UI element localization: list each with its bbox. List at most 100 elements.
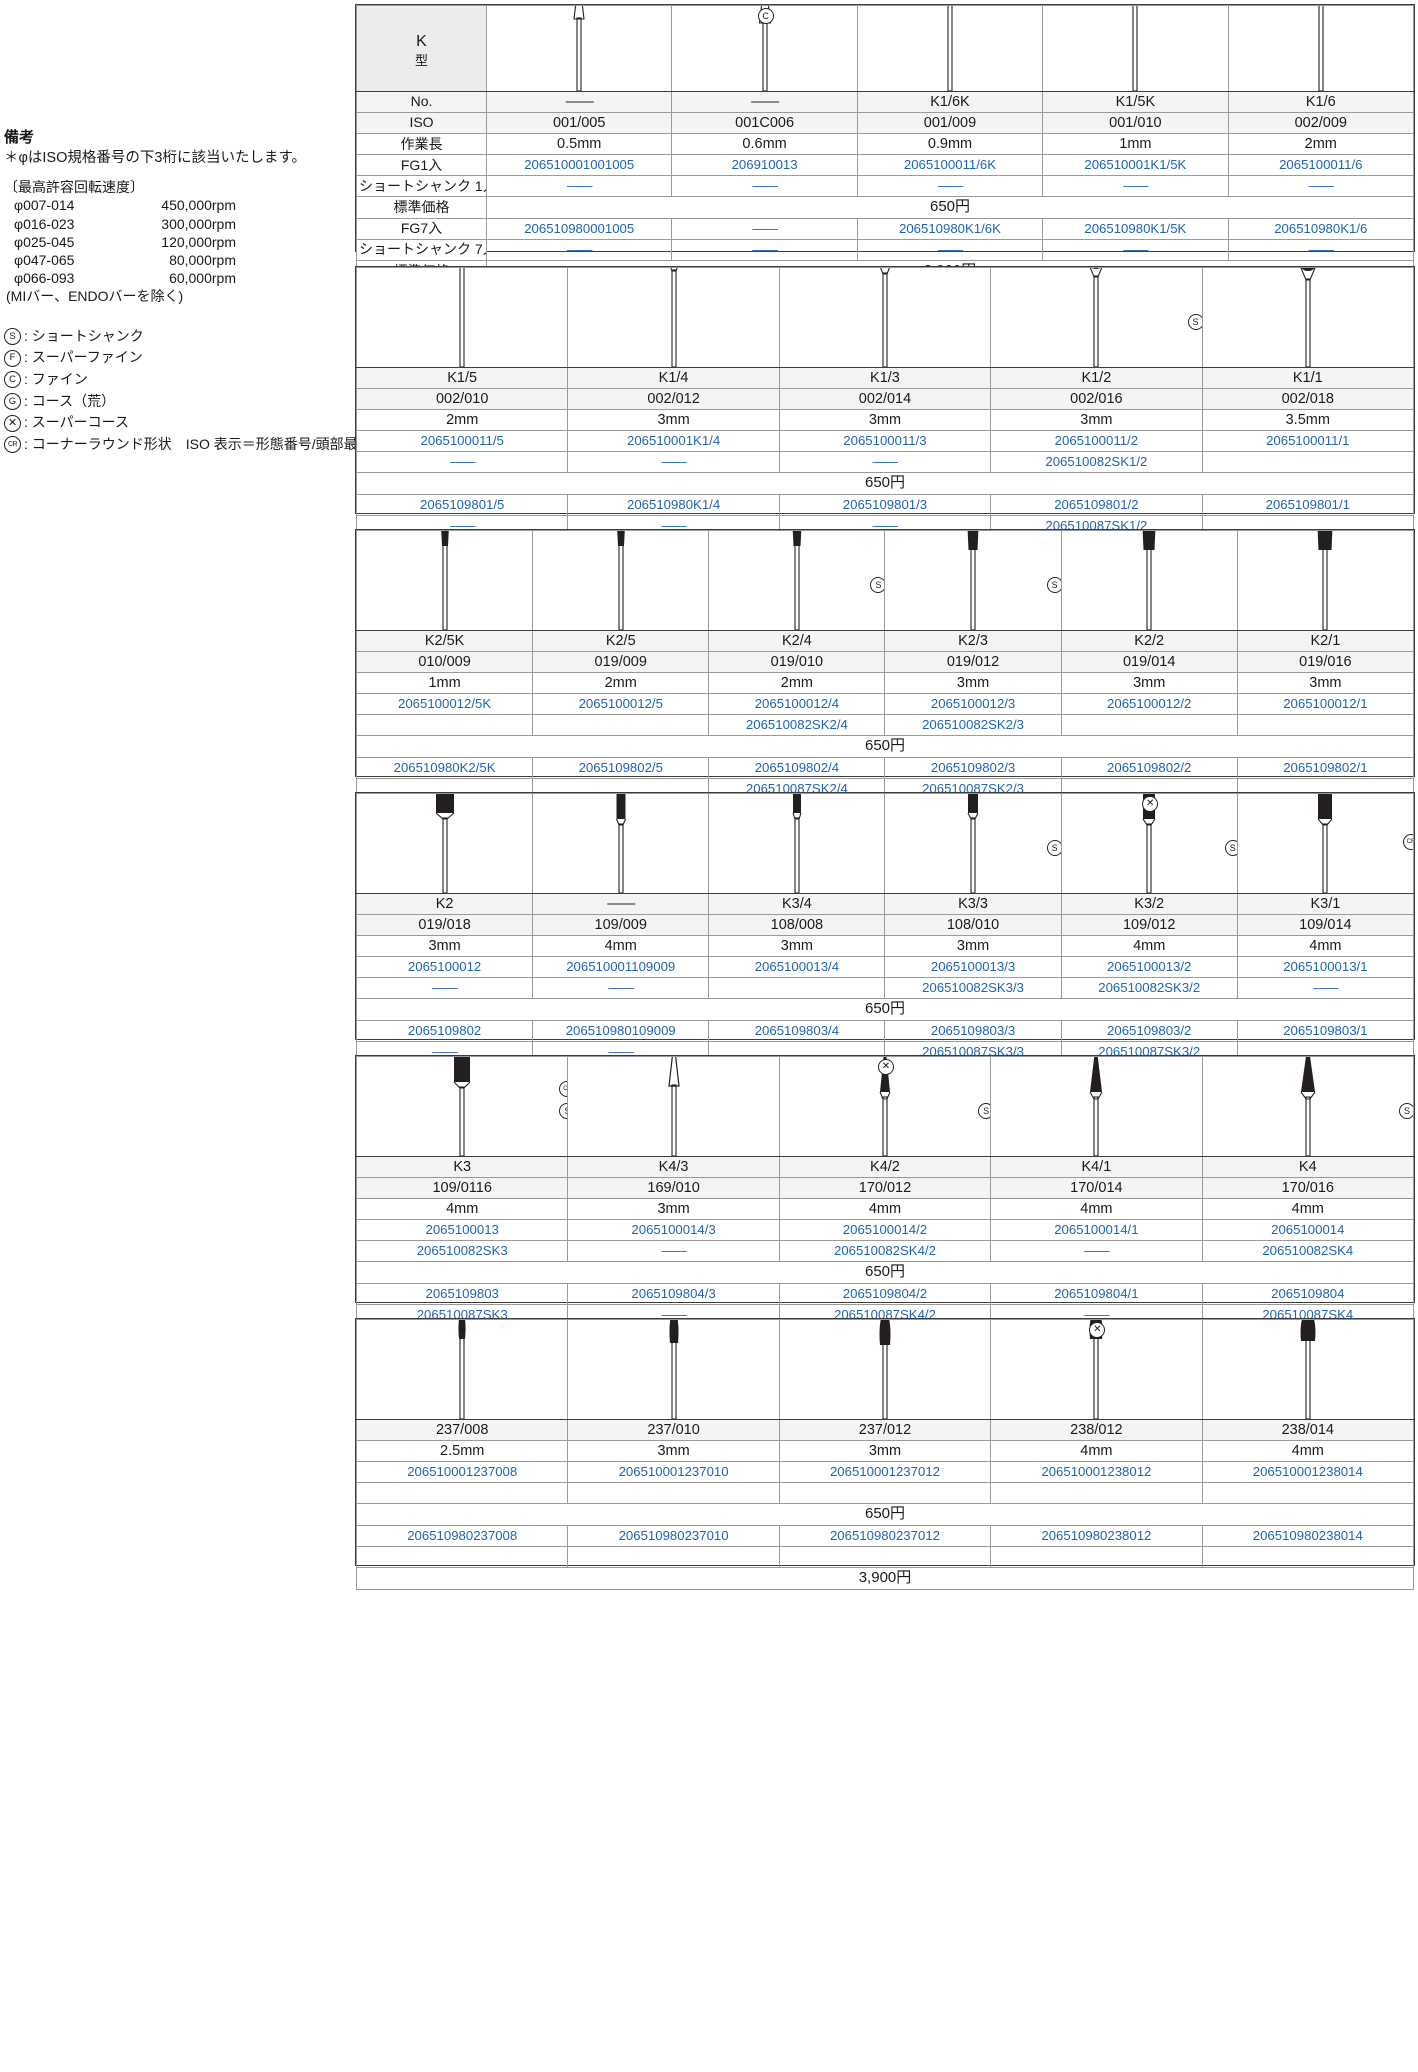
cell-fg1-code[interactable]: 206510001109009 <box>532 956 710 979</box>
cell-fg1-code[interactable]: 2065100012/5K <box>355 693 534 716</box>
cell-fg7-code[interactable]: 2065109803 <box>355 1283 569 1306</box>
cell-fg7-code[interactable]: 2065109803/2 <box>1060 1020 1238 1043</box>
cell-short1-code[interactable]: 206510082SK4 <box>1201 1240 1415 1263</box>
cell-short1-code[interactable] <box>778 1482 992 1505</box>
cell-short7-code[interactable] <box>567 1546 780 1568</box>
cell-fg1-code[interactable]: 2065100014/2 <box>778 1219 992 1242</box>
cell-fg1-code[interactable]: 206510001237010 <box>567 1461 780 1484</box>
cell-short1-code[interactable]: —— <box>778 451 992 474</box>
cell-fg1-code[interactable]: 2065100011/1 <box>1201 430 1415 453</box>
cell-short1-code[interactable]: 206510082SK2/4 <box>708 714 886 737</box>
cell-fg1-code[interactable]: 206510001238014 <box>1201 1461 1415 1484</box>
cell-fg1-code[interactable]: 2065100012/1 <box>1236 693 1415 716</box>
cell-fg7-code[interactable]: 2065109801/2 <box>990 494 1203 517</box>
cell-fg7-code[interactable]: 2065109802/5 <box>532 757 710 780</box>
cell-fg1-code[interactable]: 2065100013/3 <box>884 956 1062 979</box>
cell-short7-code[interactable] <box>778 1546 992 1568</box>
cell-short7-code[interactable]: —— <box>485 239 673 262</box>
cell-fg7-code[interactable]: 2065109801/3 <box>778 494 992 517</box>
cell-short1-code[interactable]: —— <box>532 977 710 1000</box>
cell-fg7-code[interactable]: 206510980K1/5K <box>1042 218 1229 241</box>
cell-fg7-code[interactable]: 206510980238012 <box>990 1525 1203 1547</box>
cell-fg1-code[interactable]: 2065100012/4 <box>708 693 886 716</box>
cell-fg1-code[interactable]: 2065100013 <box>355 1219 569 1242</box>
cell-fg7-code[interactable]: 2065109803/1 <box>1236 1020 1415 1043</box>
cell-short1-code[interactable]: 206510082SK1/2 <box>990 451 1203 474</box>
cell-fg7-code[interactable]: 206510980238014 <box>1201 1525 1415 1547</box>
cell-short1-code[interactable]: —— <box>856 175 1044 198</box>
cell-short1-code[interactable]: 206510082SK3/3 <box>884 977 1062 1000</box>
cell-short1-code[interactable]: —— <box>355 977 534 1000</box>
cell-fg7-code[interactable]: 2065109801/1 <box>1201 494 1415 517</box>
cell-fg1-code[interactable]: 2065100014/1 <box>990 1219 1203 1242</box>
cell-fg1-code[interactable]: 206510001K1/4 <box>567 430 780 453</box>
cell-short1-code[interactable] <box>1201 451 1415 474</box>
cell-fg1-code[interactable]: 206510001237008 <box>355 1461 569 1484</box>
cell-fg7-code[interactable]: 206510980109009 <box>532 1020 710 1043</box>
cell-fg1-code[interactable]: 2065100014 <box>1201 1219 1415 1242</box>
cell-short1-code[interactable]: —— <box>990 1240 1203 1263</box>
cell-fg7-code[interactable]: 2065109804/2 <box>778 1283 992 1306</box>
cell-fg1-code[interactable]: 206510001001005 <box>485 154 673 177</box>
cell-fg7-code[interactable]: 2065109802/2 <box>1060 757 1238 780</box>
cell-short1-code[interactable] <box>1060 714 1238 737</box>
cell-short1-code[interactable]: —— <box>485 175 673 198</box>
cell-short1-code[interactable]: 206510082SK3/2 <box>1060 977 1238 1000</box>
cell-fg1-code[interactable]: 2065100011/3 <box>778 430 992 453</box>
cell-fg7-code[interactable]: 2065109802/4 <box>708 757 886 780</box>
cell-fg1-code[interactable]: 2065100011/5 <box>355 430 569 453</box>
cell-fg7-code[interactable]: 206510980001005 <box>485 218 673 241</box>
cell-fg1-code[interactable]: 2065100014/3 <box>567 1219 780 1242</box>
cell-short1-code[interactable]: 206510082SK2/3 <box>884 714 1062 737</box>
cell-fg1-code[interactable]: 2065100012/5 <box>532 693 710 716</box>
cell-short1-code[interactable] <box>567 1482 780 1505</box>
cell-fg1-code[interactable]: 2065100011/2 <box>990 430 1203 453</box>
cell-fg7-code[interactable]: 206510980K1/6 <box>1227 218 1415 241</box>
cell-short1-code[interactable]: 206510082SK3 <box>355 1240 569 1263</box>
cell-fg1-code[interactable]: 2065100012 <box>355 956 534 979</box>
cell-fg7-code[interactable]: 206510980K1/6K <box>856 218 1044 241</box>
cell-fg7-code[interactable]: 2065109804/3 <box>567 1283 780 1306</box>
cell-fg1-code[interactable]: 206510001238012 <box>990 1461 1203 1484</box>
cell-fg7-code[interactable]: 2065109802/3 <box>884 757 1062 780</box>
cell-short1-code[interactable] <box>355 714 534 737</box>
cell-fg7-code[interactable]: 2065109802/1 <box>1236 757 1415 780</box>
cell-short1-code[interactable] <box>355 1482 569 1505</box>
cell-short7-code[interactable]: —— <box>856 239 1044 262</box>
cell-short1-code[interactable] <box>1201 1482 1415 1505</box>
cell-short1-code[interactable] <box>532 714 710 737</box>
cell-fg1-code[interactable]: 206910013 <box>671 154 858 177</box>
cell-fg7-code[interactable]: 206510980K2/5K <box>355 757 534 780</box>
cell-short1-code[interactable]: —— <box>567 1240 780 1263</box>
cell-short1-code[interactable] <box>990 1482 1203 1505</box>
cell-fg1-code[interactable]: 2065100013/1 <box>1236 956 1415 979</box>
cell-fg7-code[interactable]: 2065109803/4 <box>708 1020 886 1043</box>
cell-short1-code[interactable]: —— <box>567 451 780 474</box>
cell-fg7-code[interactable]: 206510980237012 <box>778 1525 992 1547</box>
cell-fg1-code[interactable]: 2065100013/4 <box>708 956 886 979</box>
cell-short1-code[interactable] <box>1236 714 1415 737</box>
cell-fg7-code[interactable]: 206510980K1/4 <box>567 494 780 517</box>
cell-short1-code[interactable]: —— <box>1236 977 1415 1000</box>
cell-fg7-code[interactable]: 206510980237010 <box>567 1525 780 1547</box>
cell-fg1-code[interactable]: 206510001K1/5K <box>1042 154 1229 177</box>
cell-fg1-code[interactable]: 2065100011/6K <box>856 154 1044 177</box>
cell-short7-code[interactable]: —— <box>1227 239 1415 262</box>
cell-fg7-code[interactable]: 2065109801/5 <box>355 494 569 517</box>
cell-fg1-code[interactable]: 2065100011/6 <box>1227 154 1415 177</box>
cell-fg1-code[interactable]: 2065100012/2 <box>1060 693 1238 716</box>
cell-fg7-code[interactable]: 2065109802 <box>355 1020 534 1043</box>
cell-fg7-code[interactable]: 2065109803/3 <box>884 1020 1062 1043</box>
cell-short7-code[interactable] <box>990 1546 1203 1568</box>
cell-short7-code[interactable]: —— <box>1042 239 1229 262</box>
cell-short7-code[interactable] <box>1201 1546 1415 1568</box>
cell-short1-code[interactable]: —— <box>355 451 569 474</box>
cell-short1-code[interactable] <box>708 977 886 1000</box>
cell-short7-code[interactable]: —— <box>671 239 858 262</box>
cell-short1-code[interactable]: 206510082SK4/2 <box>778 1240 992 1263</box>
cell-short1-code[interactable]: —— <box>671 175 858 198</box>
cell-fg7-code[interactable]: 206510980237008 <box>355 1525 569 1547</box>
cell-short1-code[interactable]: —— <box>1227 175 1415 198</box>
cell-short7-code[interactable] <box>355 1546 569 1568</box>
cell-fg7-code[interactable]: —— <box>671 218 858 241</box>
